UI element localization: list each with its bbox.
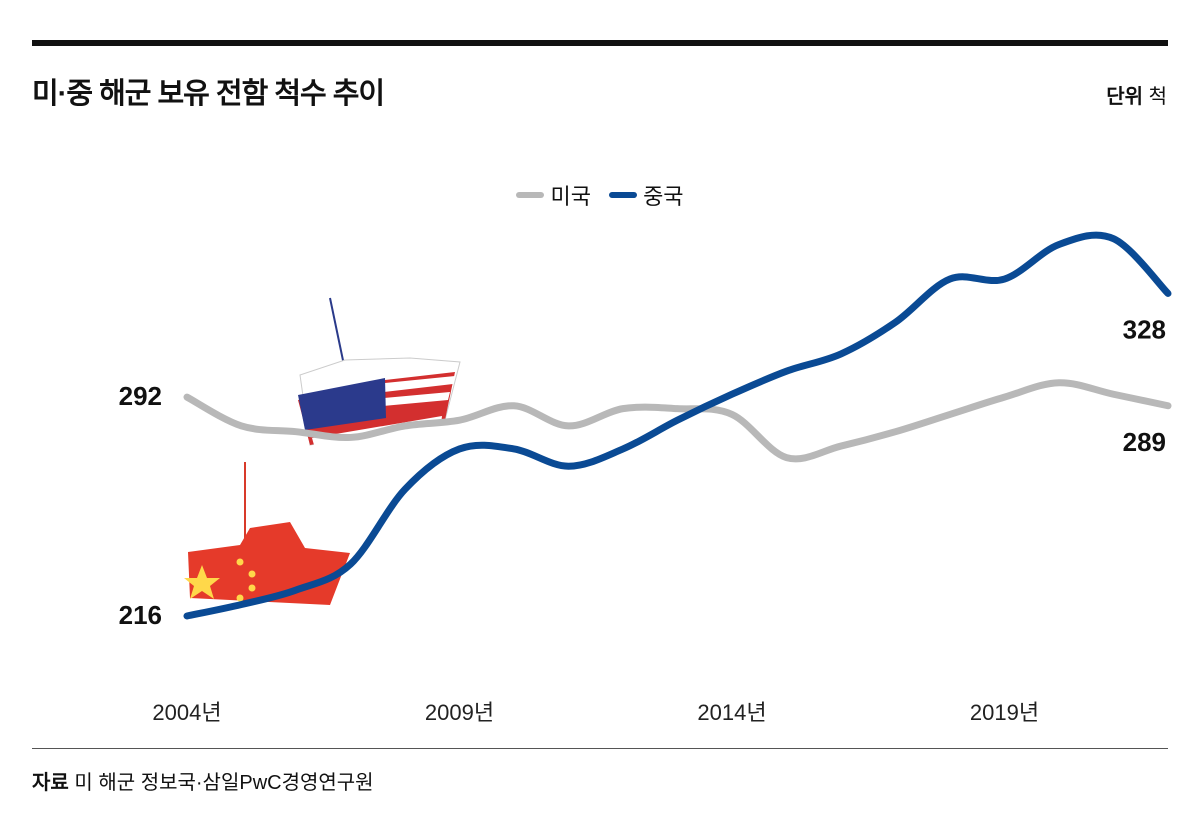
unit-label-value: 척 — [1148, 86, 1167, 108]
legend-label-china: 중국 — [643, 184, 684, 209]
legend-label-us: 미국 — [550, 184, 591, 209]
us-data-label-end: 289 — [1123, 427, 1166, 457]
unit-label: 단위 척 — [1106, 80, 1167, 109]
top-rule — [32, 40, 1168, 46]
legend: 미국 중국 — [0, 178, 1200, 211]
us-data-label-start: 292 — [119, 381, 162, 411]
china-data-label-end: 328 — [1123, 314, 1166, 344]
china-data-label-start: 216 — [119, 600, 162, 630]
legend-item-china: 중국 — [609, 179, 684, 211]
bottom-rule — [32, 748, 1168, 749]
legend-item-us: 미국 — [516, 179, 591, 211]
unit-label-key: 단위 — [1106, 86, 1144, 108]
series-line-china — [183, 231, 1172, 620]
x-tick-label: 2004년 — [152, 700, 221, 725]
source-note: 자료 미 해군 정보국·삼일PwC경영연구원 — [32, 766, 374, 795]
x-tick-label: 2019년 — [970, 700, 1039, 725]
chart-title: 미·중 해군 보유 전함 척수 추이 — [32, 78, 385, 110]
series-line-us — [183, 379, 1172, 463]
source-text: 미 해군 정보국·삼일PwC경영연구원 — [74, 772, 374, 794]
x-tick-label: 2009년 — [425, 700, 494, 725]
legend-swatch-china — [609, 192, 638, 198]
x-tick-label: 2014년 — [697, 700, 766, 725]
legend-swatch-us — [516, 192, 545, 198]
source-label: 자료 — [32, 772, 69, 794]
